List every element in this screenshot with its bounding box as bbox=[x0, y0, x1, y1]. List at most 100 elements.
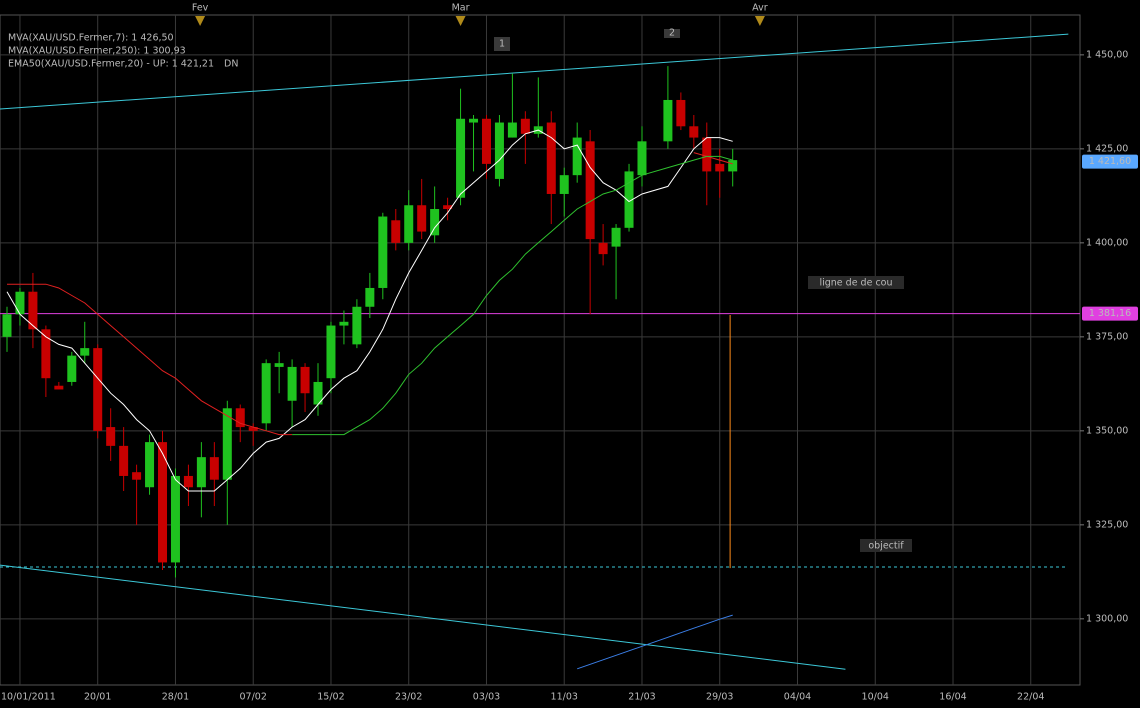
candle-body bbox=[637, 141, 647, 176]
candle-body bbox=[248, 427, 258, 431]
x-tick-label: 07/02 bbox=[240, 692, 267, 703]
legend-entry: EMA50(XAU/USD.Fermer,20) - UP: 1 421,21 bbox=[8, 59, 214, 70]
candle-body bbox=[378, 216, 388, 288]
annotation-box bbox=[860, 539, 912, 552]
candle-body bbox=[287, 366, 297, 401]
price-tag bbox=[1082, 306, 1138, 321]
month-marker bbox=[754, 16, 765, 26]
candle-body bbox=[689, 126, 699, 138]
candle-body bbox=[598, 242, 608, 255]
candle-body bbox=[170, 475, 180, 563]
indicator-line bbox=[7, 152, 733, 436]
candle-body bbox=[352, 306, 362, 345]
legend-entry: MVA(XAU/USD.Fermer,250): 1 300,93 bbox=[8, 46, 186, 57]
candle-body bbox=[145, 442, 155, 488]
x-tick-label: 10/04 bbox=[862, 692, 889, 703]
annotation: objectif bbox=[868, 541, 904, 552]
candle-body bbox=[430, 209, 440, 236]
candle-body bbox=[728, 160, 738, 172]
candle-body bbox=[365, 287, 375, 307]
candle-body bbox=[132, 472, 142, 480]
candle-body bbox=[611, 227, 621, 247]
annotation-box bbox=[494, 37, 510, 51]
candle-body bbox=[339, 321, 349, 326]
annotation: 2 bbox=[669, 28, 675, 39]
candle-body bbox=[417, 205, 427, 232]
candle-body bbox=[546, 122, 556, 194]
y-tick-label: 1 350,00 bbox=[1086, 425, 1128, 436]
legend-flag: DN bbox=[224, 59, 238, 70]
x-tick-label: 21/03 bbox=[628, 692, 655, 703]
candle-body bbox=[624, 171, 634, 228]
candle-body bbox=[481, 118, 491, 164]
plot: 1 300,00 1 325,00 1 350,00 1 375,00 1 400,00… bbox=[0, 3, 1138, 703]
candle-body bbox=[106, 427, 116, 446]
price-tag-label: 1 421,60 bbox=[1089, 156, 1131, 167]
y-tick-label: 1 300,00 bbox=[1086, 613, 1128, 624]
candle-body bbox=[28, 291, 38, 330]
y-tick-label: 1 325,00 bbox=[1086, 519, 1128, 530]
candle-body bbox=[702, 137, 712, 172]
indicator-line bbox=[292, 155, 733, 436]
candle-body bbox=[676, 99, 686, 127]
candle-body bbox=[404, 205, 414, 243]
trendline bbox=[0, 33, 1069, 110]
candle-body bbox=[520, 118, 530, 134]
x-tick-label: 10/01/2011 bbox=[1, 692, 56, 703]
x-tick-label: 20/01 bbox=[84, 692, 111, 703]
y-tick-label: 1 425,00 bbox=[1086, 143, 1128, 154]
candle-body bbox=[41, 329, 51, 379]
indicator-line bbox=[6, 129, 733, 492]
candle-body bbox=[261, 363, 271, 424]
annotation-box bbox=[664, 29, 680, 38]
candle-body bbox=[391, 220, 401, 243]
candle-body bbox=[469, 118, 479, 123]
legend-entry: MVA(XAU/USD.Fermer,7): 1 426,50 bbox=[8, 33, 174, 44]
x-tick-label: 03/03 bbox=[473, 692, 500, 703]
y-tick-label: 1 400,00 bbox=[1086, 237, 1128, 248]
plot-frame bbox=[0, 14, 1081, 686]
x-tick-label: 23/02 bbox=[395, 692, 422, 703]
candle-body bbox=[494, 122, 504, 179]
candle-body bbox=[572, 137, 582, 176]
x-tick-label: 29/03 bbox=[706, 692, 733, 703]
candle-body bbox=[54, 385, 64, 390]
candle-body bbox=[715, 163, 725, 172]
candle-body bbox=[313, 381, 323, 405]
candle-body bbox=[209, 457, 219, 480]
candle-body bbox=[119, 445, 129, 476]
candle-body bbox=[2, 314, 12, 337]
trendline bbox=[0, 564, 846, 670]
candle-body bbox=[158, 442, 168, 563]
price-tag bbox=[1082, 154, 1138, 169]
candle-body bbox=[222, 408, 232, 480]
x-tick-label: 16/04 bbox=[939, 692, 966, 703]
x-tick-label: 22/04 bbox=[1017, 692, 1044, 703]
annotation: ligne de de cou bbox=[819, 278, 892, 289]
candle-body bbox=[235, 408, 245, 428]
indicator-line bbox=[577, 614, 733, 670]
candle-body bbox=[456, 118, 466, 198]
month-marker bbox=[195, 16, 206, 26]
month-marker bbox=[455, 16, 466, 26]
y-tick-label: 1 450,00 bbox=[1086, 49, 1128, 60]
price-tag-label: 1 381,16 bbox=[1089, 308, 1131, 319]
candle-body bbox=[663, 99, 673, 142]
candle-body bbox=[67, 355, 77, 382]
annotation: 1 bbox=[499, 39, 505, 50]
candle-body bbox=[196, 457, 206, 488]
candle-body bbox=[183, 475, 193, 488]
candle-body bbox=[300, 366, 310, 394]
month-label: Avr bbox=[752, 3, 768, 14]
candle-body bbox=[443, 205, 453, 210]
candle-body bbox=[80, 348, 90, 356]
candle-body bbox=[507, 122, 517, 138]
candle-body bbox=[585, 141, 595, 240]
candle-body bbox=[93, 348, 103, 431]
candle-body bbox=[559, 175, 569, 194]
month-label: Mar bbox=[452, 3, 470, 14]
candle-body bbox=[15, 291, 25, 315]
x-tick-label: 11/03 bbox=[551, 692, 578, 703]
